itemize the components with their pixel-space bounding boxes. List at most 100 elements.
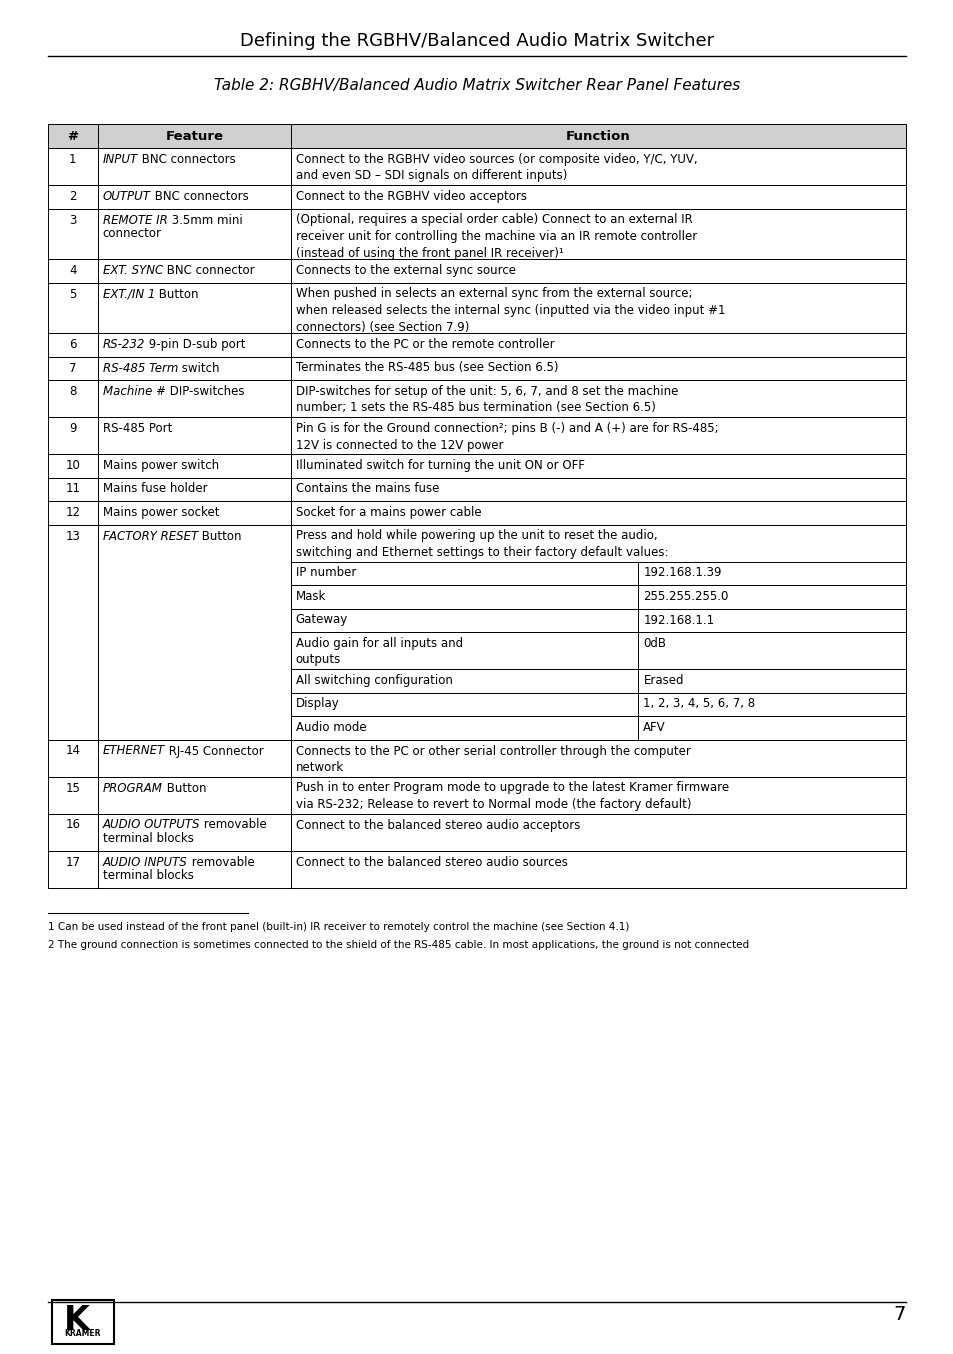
Text: 12: 12 bbox=[66, 506, 80, 519]
Text: 1, 2, 3, 4, 5, 6, 7, 8: 1, 2, 3, 4, 5, 6, 7, 8 bbox=[642, 697, 755, 711]
Text: DIP-switches: DIP-switches bbox=[166, 385, 244, 398]
Text: Connects to the PC or other serial controller through the computer
network: Connects to the PC or other serial contr… bbox=[295, 745, 690, 774]
Bar bbox=[291, 669, 905, 692]
Bar bbox=[48, 185, 905, 209]
Bar bbox=[48, 454, 905, 478]
Bar bbox=[48, 209, 905, 259]
Text: 1 Can be used instead of the front panel (built-in) IR receiver to remotely cont: 1 Can be used instead of the front panel… bbox=[48, 922, 629, 933]
Text: 7: 7 bbox=[893, 1305, 905, 1324]
Bar bbox=[48, 259, 905, 283]
Text: Machine #: Machine # bbox=[103, 385, 166, 398]
Text: RJ-45 Connector: RJ-45 Connector bbox=[165, 745, 263, 757]
Bar bbox=[48, 524, 905, 739]
Text: Terminates the RS-485 bus (see Section 6.5): Terminates the RS-485 bus (see Section 6… bbox=[295, 362, 558, 375]
Text: Mask: Mask bbox=[295, 590, 326, 603]
Text: 13: 13 bbox=[66, 529, 80, 543]
Bar bbox=[48, 850, 905, 887]
Text: 255.255.255.0: 255.255.255.0 bbox=[642, 590, 728, 603]
Text: BNC connector: BNC connector bbox=[163, 264, 254, 278]
Text: 4: 4 bbox=[69, 264, 76, 278]
Bar bbox=[291, 632, 905, 669]
Text: INPUT: INPUT bbox=[103, 153, 138, 167]
Text: Mains power socket: Mains power socket bbox=[103, 506, 219, 519]
Text: 192.168.1.1: 192.168.1.1 bbox=[642, 613, 714, 627]
Text: All switching configuration: All switching configuration bbox=[295, 674, 453, 686]
Text: terminal blocks: terminal blocks bbox=[103, 869, 193, 881]
Text: RS-485 Term: RS-485 Term bbox=[103, 362, 178, 375]
Text: Connects to the PC or the remote controller: Connects to the PC or the remote control… bbox=[295, 338, 554, 351]
Text: REMOTE IR: REMOTE IR bbox=[103, 214, 168, 226]
Text: 7: 7 bbox=[69, 362, 76, 375]
Text: PROGRAM: PROGRAM bbox=[103, 781, 162, 795]
Text: 3: 3 bbox=[70, 214, 76, 226]
Text: 9: 9 bbox=[69, 422, 76, 435]
Text: K: K bbox=[64, 1304, 90, 1336]
Text: Erased: Erased bbox=[642, 674, 683, 686]
Text: IP number: IP number bbox=[295, 566, 355, 580]
Text: Connect to the RGBHV video sources (or composite video, Y/C, YUV,
and even SD – : Connect to the RGBHV video sources (or c… bbox=[295, 153, 697, 183]
Text: switch: switch bbox=[178, 362, 219, 375]
Text: BNC connectors: BNC connectors bbox=[138, 153, 235, 167]
Text: Gateway: Gateway bbox=[295, 613, 348, 627]
Text: Display: Display bbox=[295, 697, 339, 711]
Bar bbox=[291, 608, 905, 632]
Bar bbox=[52, 1300, 113, 1345]
Bar bbox=[48, 148, 905, 185]
Text: 2: 2 bbox=[69, 190, 76, 203]
Text: RS-232: RS-232 bbox=[103, 338, 145, 351]
Text: AUDIO INPUTS: AUDIO INPUTS bbox=[103, 856, 188, 868]
Text: Table 2: RGBHV/Balanced Audio Matrix Switcher Rear Panel Features: Table 2: RGBHV/Balanced Audio Matrix Swi… bbox=[213, 79, 740, 93]
Bar bbox=[48, 739, 905, 776]
Text: OUTPUT: OUTPUT bbox=[103, 190, 151, 203]
Bar bbox=[48, 380, 905, 417]
Text: Connect to the balanced stereo audio sources: Connect to the balanced stereo audio sou… bbox=[295, 856, 567, 868]
Text: KRAMER: KRAMER bbox=[65, 1330, 101, 1338]
Text: Button: Button bbox=[155, 287, 198, 301]
Text: BNC connectors: BNC connectors bbox=[151, 190, 248, 203]
Text: Mains power switch: Mains power switch bbox=[103, 459, 218, 473]
Text: Mains fuse holder: Mains fuse holder bbox=[103, 482, 207, 496]
Text: Feature: Feature bbox=[165, 130, 223, 142]
Text: 6: 6 bbox=[69, 338, 76, 351]
Text: AUDIO OUTPUTS: AUDIO OUTPUTS bbox=[103, 819, 200, 831]
Text: 16: 16 bbox=[66, 819, 80, 831]
Bar bbox=[48, 417, 905, 454]
Text: Audio gain for all inputs and
outputs: Audio gain for all inputs and outputs bbox=[295, 636, 462, 666]
Bar bbox=[48, 501, 905, 524]
Text: removable: removable bbox=[200, 819, 267, 831]
Text: 10: 10 bbox=[66, 459, 80, 473]
Bar bbox=[291, 716, 905, 739]
Text: Push in to enter Program mode to upgrade to the latest Kramer firmware
via RS-23: Push in to enter Program mode to upgrade… bbox=[295, 781, 728, 811]
Bar bbox=[48, 333, 905, 356]
Bar bbox=[48, 814, 905, 850]
Text: When pushed in selects an external sync from the external source;
when released : When pushed in selects an external sync … bbox=[295, 287, 724, 333]
Bar bbox=[48, 283, 905, 333]
Text: Defining the RGBHV/Balanced Audio Matrix Switcher: Defining the RGBHV/Balanced Audio Matrix… bbox=[240, 32, 713, 50]
Text: Connect to the balanced stereo audio acceptors: Connect to the balanced stereo audio acc… bbox=[295, 819, 579, 831]
Text: EXT. SYNC: EXT. SYNC bbox=[103, 264, 163, 278]
Text: Socket for a mains power cable: Socket for a mains power cable bbox=[295, 506, 481, 519]
Text: 3.5mm mini: 3.5mm mini bbox=[168, 214, 242, 226]
Text: removable: removable bbox=[188, 856, 254, 868]
Text: Audio mode: Audio mode bbox=[295, 720, 366, 734]
Bar bbox=[291, 562, 905, 585]
Text: #: # bbox=[68, 130, 78, 142]
Text: 0dB: 0dB bbox=[642, 636, 666, 650]
Text: 8: 8 bbox=[70, 385, 76, 398]
Text: 11: 11 bbox=[66, 482, 80, 496]
Text: terminal blocks: terminal blocks bbox=[103, 831, 193, 845]
Bar bbox=[291, 585, 905, 608]
Text: DIP-switches for setup of the unit: 5, 6, 7, and 8 set the machine
number; 1 set: DIP-switches for setup of the unit: 5, 6… bbox=[295, 385, 678, 414]
Text: 192.168.1.39: 192.168.1.39 bbox=[642, 566, 721, 580]
Text: Button: Button bbox=[197, 529, 241, 543]
Text: Pin G is for the Ground connection²; pins B (-) and A (+) are for RS-485;
12V is: Pin G is for the Ground connection²; pin… bbox=[295, 422, 718, 451]
Text: Contains the mains fuse: Contains the mains fuse bbox=[295, 482, 438, 496]
Bar bbox=[48, 125, 905, 148]
Text: Press and hold while powering up the unit to reset the audio,
switching and Ethe: Press and hold while powering up the uni… bbox=[295, 529, 668, 559]
Text: 15: 15 bbox=[66, 781, 80, 795]
Text: 1: 1 bbox=[69, 153, 76, 167]
Text: Connect to the RGBHV video acceptors: Connect to the RGBHV video acceptors bbox=[295, 190, 526, 203]
Bar bbox=[48, 478, 905, 501]
Text: Function: Function bbox=[565, 130, 630, 142]
Text: (Optional, requires a special order cable) Connect to an external IR
receiver un: (Optional, requires a special order cabl… bbox=[295, 214, 697, 260]
